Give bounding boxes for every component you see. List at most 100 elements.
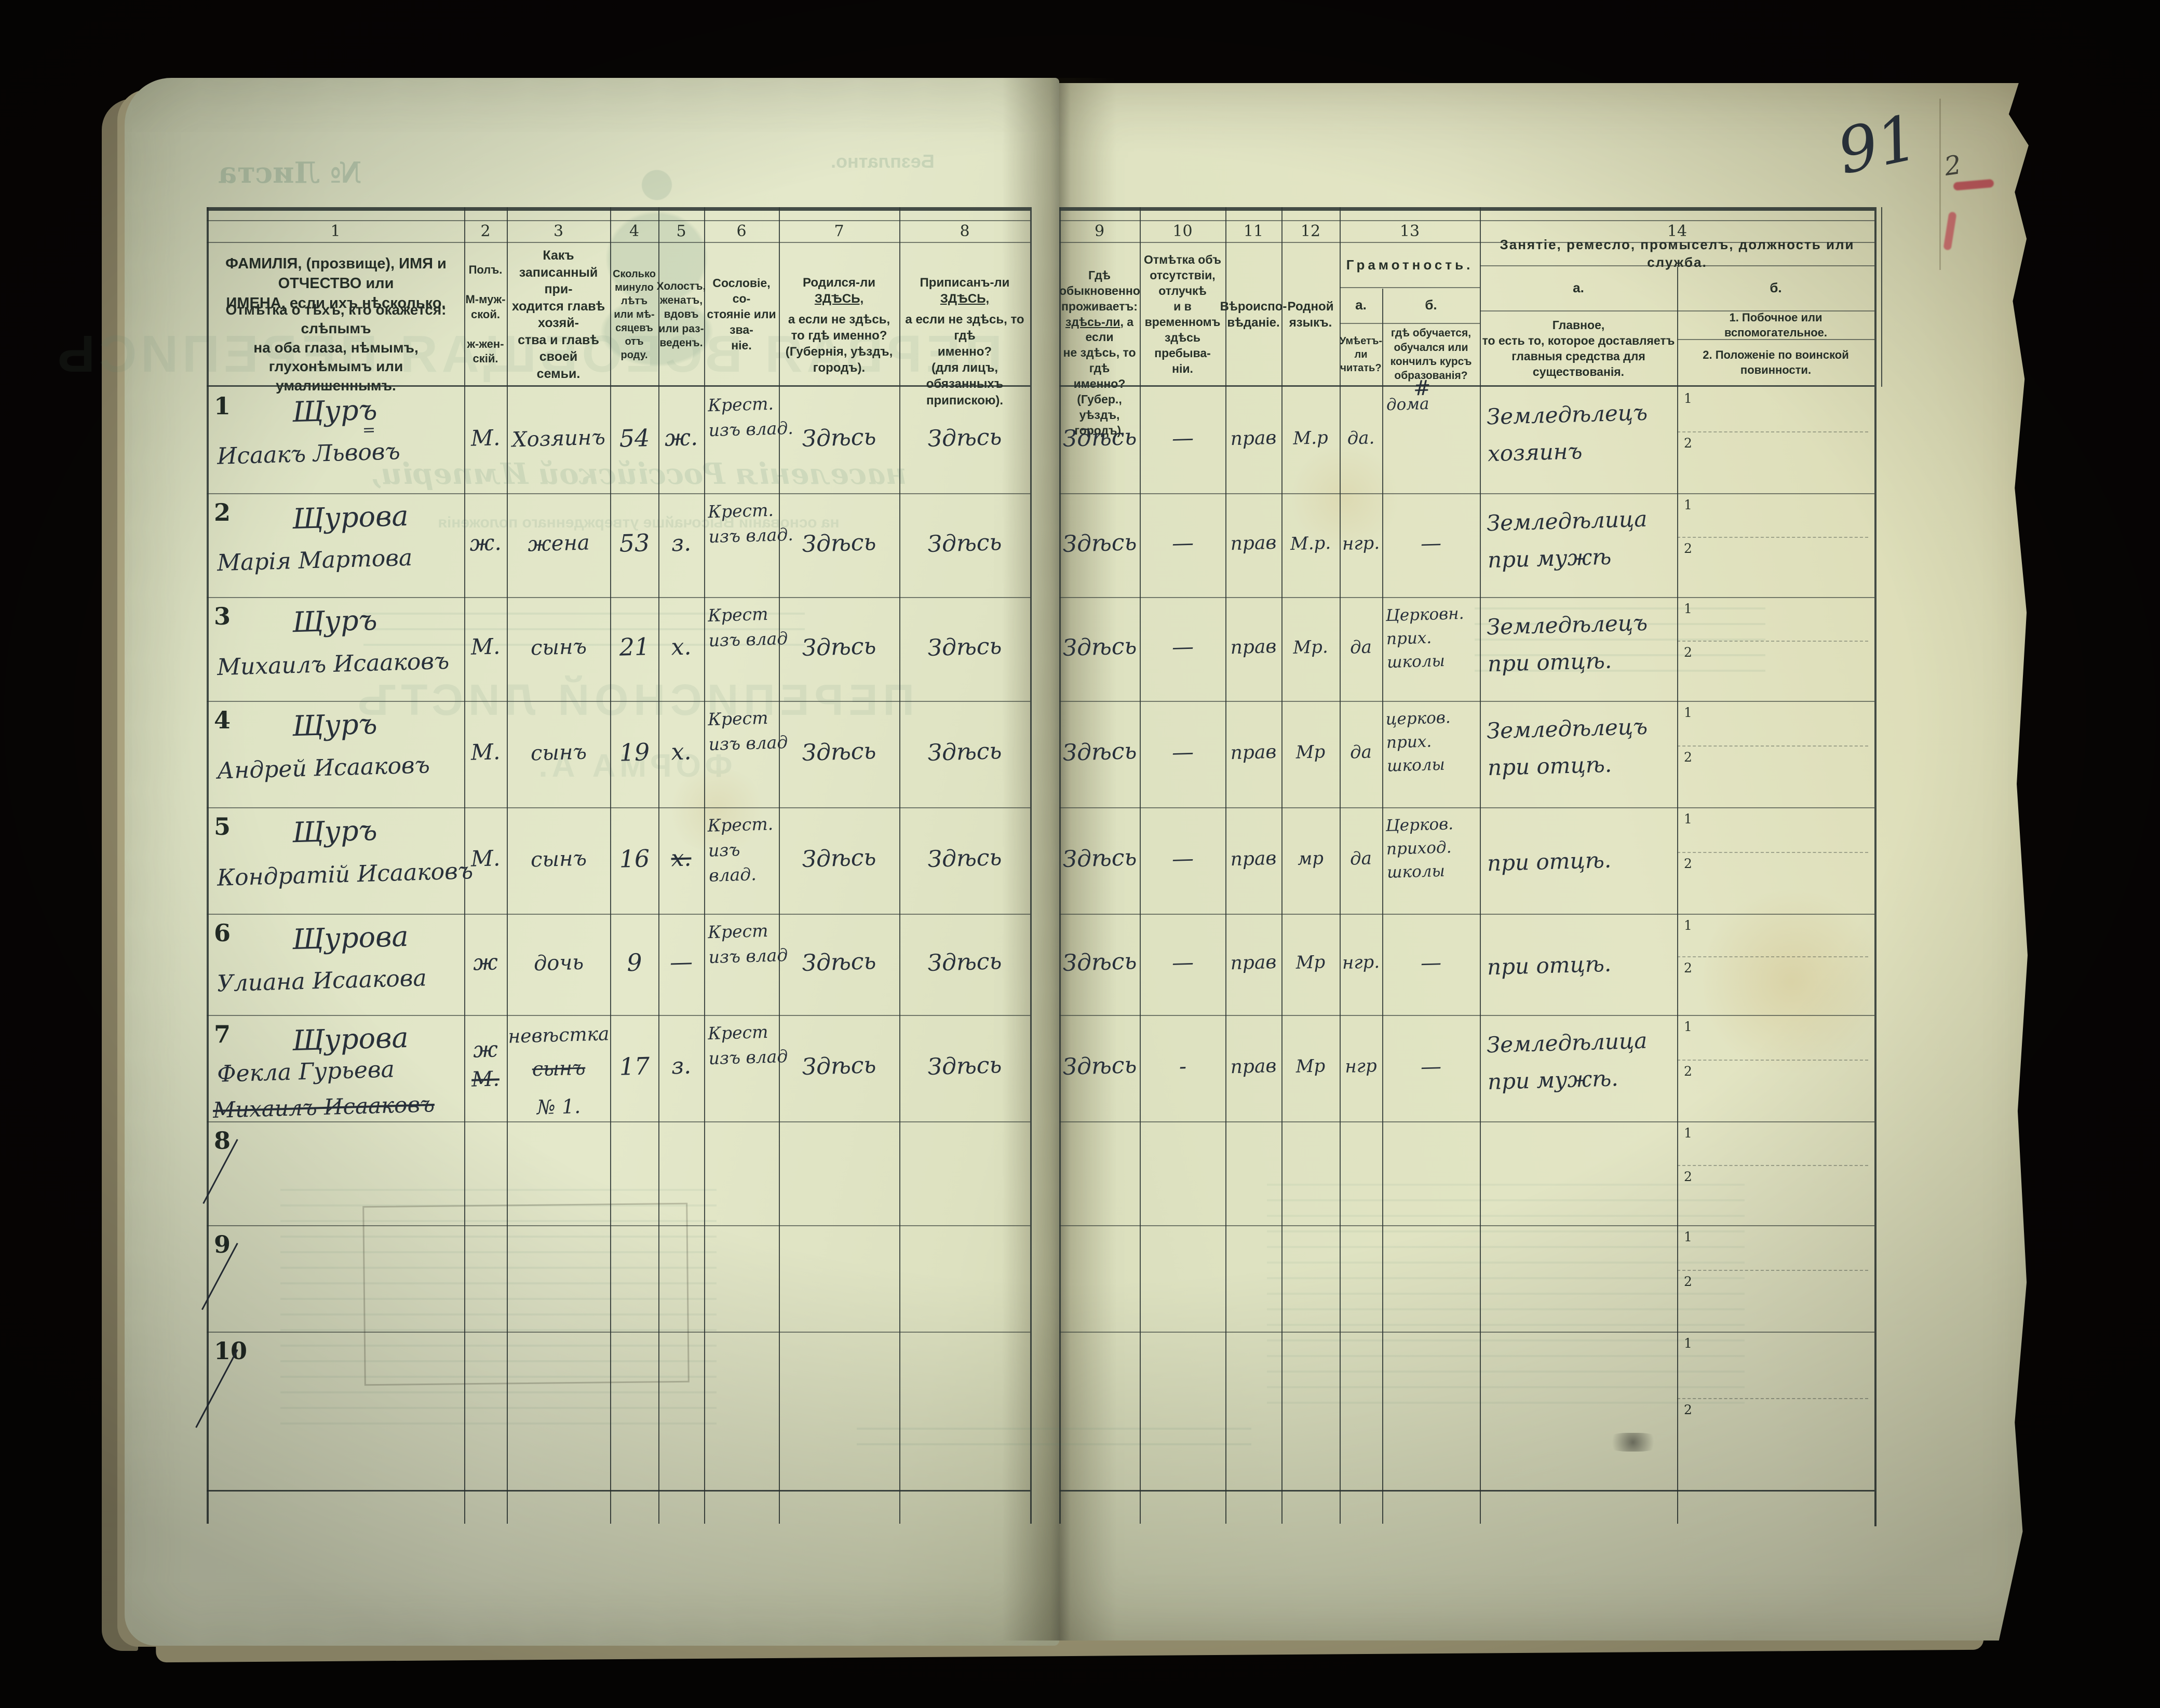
header-lives: Гдѣ обыкновенно проживаетъ: здѣсь-ли, а … [1059, 244, 1140, 437]
entry-occupation: Земледѣлецъ при отцѣ. [1486, 713, 1648, 781]
military-sub-2: 2 [1684, 1402, 1692, 1417]
entry-cell: Здѣсь [927, 528, 1003, 558]
entry-cell: — [1171, 633, 1194, 660]
entry-cell: М. [471, 1066, 500, 1092]
column-number: 8 [960, 222, 970, 240]
entry-cell: нгр. [1342, 532, 1380, 554]
military-sub-1: 1 [1684, 705, 1692, 720]
entry-name-given: Улиана Исаакова [217, 965, 427, 997]
entry-cell: ж [473, 1036, 498, 1063]
entry-cell: да [1349, 741, 1372, 763]
header-registered-emph: ЗДѢСЬ, [940, 292, 990, 306]
military-sub-2: 2 [1684, 856, 1692, 871]
entry-cell: Здѣсь [1062, 424, 1137, 453]
entry-name-given: Марія Мартова [217, 544, 413, 577]
table-rule [1059, 1332, 1874, 1333]
entry-cell: з. [671, 530, 692, 557]
table-rule [464, 207, 465, 1524]
table-rule [207, 807, 1030, 808]
table-rule [207, 1225, 1030, 1226]
header-born-pre: Родился-ли [802, 276, 875, 290]
military-sub-2: 2 [1684, 960, 1692, 975]
table-rule [207, 597, 1030, 598]
table-rule [779, 207, 780, 1524]
entry-cell: да. [1347, 427, 1375, 450]
entry-name-surname: Щуръ [292, 814, 378, 849]
entry-cell: сынъ [530, 634, 587, 660]
column-number: 12 [1300, 222, 1321, 240]
entry-name-surname: Щуръ [292, 707, 378, 743]
entry-cell: Здѣсь [1062, 948, 1137, 977]
header-sex: Полъ. М-муж- ской. ж-жен- скій. [465, 263, 506, 365]
entry-cell: ж. [469, 530, 502, 557]
entry-occupation: Земледѣлецъ при отцѣ. [1486, 609, 1648, 677]
military-sub-1: 1 [1684, 497, 1692, 512]
military-sub-2: 2 [1684, 436, 1692, 451]
column-number: 14 [1667, 222, 1688, 240]
correction-mark: = [362, 421, 376, 440]
table-rule [1677, 1060, 1868, 1061]
entry-cell: Здѣсь [801, 528, 877, 558]
entry-cell: Мр. [1292, 636, 1329, 658]
header-registered-rest: а если не здѣсь, то гдѣ именно? (для лиц… [905, 312, 1024, 408]
entry-cell: Здѣсь [1062, 1052, 1137, 1081]
table-rule [207, 220, 1030, 221]
entry-education-mark: # [1413, 376, 1432, 401]
column-number: 2 [480, 222, 491, 240]
table-rule [1480, 207, 1481, 1524]
header-estate: Сословіе, со- стояніе или зва- ніе. [707, 276, 776, 352]
table-rule [1874, 207, 1877, 1526]
entry-cell: 53 [618, 528, 650, 558]
table-rule [1340, 207, 1341, 1524]
table-rule [1677, 339, 1874, 340]
entry-cell: М. [470, 739, 501, 765]
row-number: 8 [214, 1127, 231, 1155]
header-religion: Вѣроиспо- вѣданіе. [1220, 299, 1287, 330]
entry-cell: — [669, 948, 693, 976]
table-rule [1677, 537, 1868, 538]
entry-estate: Крест. изъ влад. [707, 814, 774, 886]
entry-cell: з. [671, 1052, 692, 1080]
military-sub-1: 1 [1684, 601, 1692, 616]
entry-cell: Хозяинъ [511, 425, 605, 452]
table-rule [207, 1490, 1030, 1492]
table-rule [1140, 207, 1141, 1524]
entry-cell: нгр. [1342, 952, 1380, 974]
table-rule [1059, 220, 1874, 221]
entry-cell: М. [470, 633, 501, 660]
entry-cell: да [1349, 848, 1372, 870]
entry-estate: Крест изъ влад [707, 603, 788, 650]
table-rule [1030, 207, 1032, 1524]
entry-cell: Здѣсь [801, 632, 877, 661]
entry-cell: прав [1230, 427, 1277, 450]
military-sub-1: 1 [1684, 918, 1692, 933]
entry-name-surname: Щурова [292, 919, 409, 956]
entry-occupation: при отцѣ. [1487, 951, 1612, 980]
table-rule [1059, 807, 1874, 808]
row-number: 5 [214, 812, 231, 841]
entry-estate: Крест изъ влад [707, 1021, 788, 1068]
table-rule [207, 385, 1030, 387]
table-rule [1281, 207, 1282, 1524]
entry-cell: Мр [1295, 1055, 1326, 1078]
table-rule [207, 493, 1030, 494]
header-occupation-a-label: а. [1573, 280, 1584, 296]
table-rule [1059, 207, 1061, 1524]
entry-occupation: Земледѣлецъ хозяинъ [1486, 399, 1648, 467]
military-sub-1: 1 [1684, 811, 1692, 826]
header-marital: Холостъ, женатъ, вдовъ или раз- веденъ. [656, 280, 706, 349]
entry-cell: прав [1230, 1055, 1277, 1078]
entry-cell: Здѣсь [1062, 844, 1137, 873]
table-rule [1059, 493, 1874, 494]
table-rule [1480, 265, 1874, 266]
entry-cell: сынъ [530, 846, 587, 872]
table-rule [1225, 207, 1226, 1524]
row-number: 6 [214, 919, 231, 947]
entry-cell: прав [1230, 847, 1277, 870]
table-rule [899, 207, 900, 1524]
entry-cell: М.р. [1290, 532, 1331, 554]
header-relation: Какъ записанный при- ходится главѣ хозяй… [511, 248, 605, 381]
column-number: 1 [330, 222, 341, 240]
table-rule [1677, 431, 1868, 432]
